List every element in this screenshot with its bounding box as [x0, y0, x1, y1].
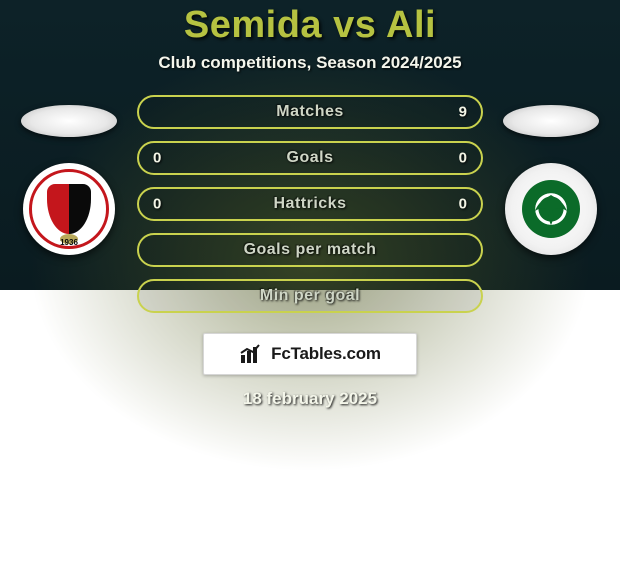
stat-label: Min per goal [260, 287, 360, 305]
stat-value-right: 0 [459, 150, 467, 167]
stat-row-hattricks: 0 Hattricks 0 [137, 187, 483, 221]
stat-value-left: 0 [153, 150, 161, 167]
stat-row-goals-per-match: Goals per match [137, 233, 483, 267]
stat-value-right: 0 [459, 196, 467, 213]
eagle-icon [531, 189, 571, 229]
player-silhouette-left [21, 105, 117, 137]
page-subtitle: Club competitions, Season 2024/2025 [158, 53, 461, 73]
bar-chart-icon [239, 343, 265, 365]
right-column [501, 95, 601, 255]
stat-label: Matches [276, 103, 344, 121]
date-text: 18 february 2025 [243, 389, 377, 409]
brand-text: FcTables.com [271, 344, 381, 364]
left-column: 1936 [19, 95, 119, 255]
stat-label: Goals [287, 149, 334, 167]
stat-value-right: 9 [459, 104, 467, 121]
team-badge-right [505, 163, 597, 255]
page-title: Semida vs Ali [184, 4, 436, 47]
stat-label: Goals per match [244, 241, 377, 259]
stat-row-matches: Matches 9 [137, 95, 483, 129]
stat-row-goals: 0 Goals 0 [137, 141, 483, 175]
content-wrapper: Semida vs Ali Club competitions, Season … [0, 0, 620, 580]
team-badge-left: 1936 [23, 163, 115, 255]
main-row: 1936 Matches 9 0 Goals 0 0 Hattricks 0 [0, 95, 620, 313]
stat-value-left: 0 [153, 196, 161, 213]
player-silhouette-right [503, 105, 599, 137]
stat-label: Hattricks [274, 195, 347, 213]
team-badge-left-year: 1936 [23, 238, 115, 247]
brand-box: FcTables.com [203, 333, 417, 375]
stat-row-min-per-goal: Min per goal [137, 279, 483, 313]
stats-list: Matches 9 0 Goals 0 0 Hattricks 0 Goals … [137, 95, 483, 313]
